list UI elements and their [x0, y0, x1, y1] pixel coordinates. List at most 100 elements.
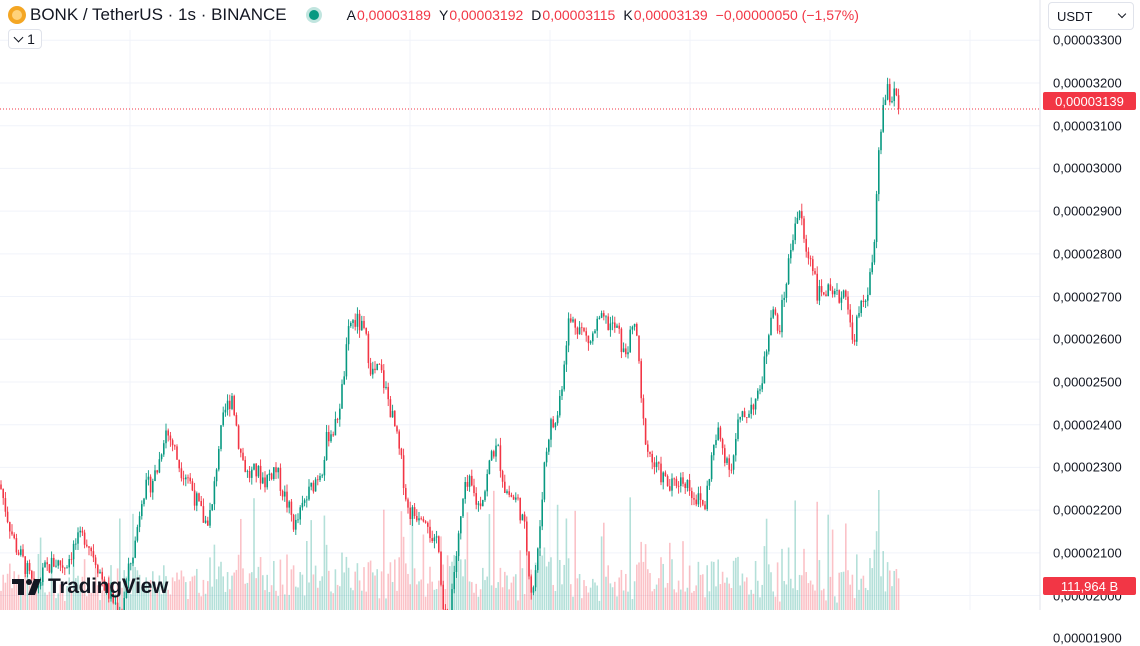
volume-bar: [486, 576, 488, 610]
candle: [495, 438, 497, 462]
candle: [422, 516, 425, 523]
volume-bar: [631, 599, 634, 610]
volume-bar: [662, 563, 664, 610]
volume-bar: [367, 562, 370, 610]
volume-bar: [759, 597, 761, 610]
candle: [244, 456, 246, 473]
volume-bar: [596, 585, 598, 610]
volume-bar: [402, 536, 405, 610]
candle: [761, 376, 763, 393]
volume-bar: [515, 574, 517, 610]
volume-bar: [609, 583, 612, 610]
candle: [330, 430, 332, 443]
candle: [11, 524, 13, 536]
volume-bar: [468, 581, 471, 610]
indicators-toggle-button[interactable]: 1: [8, 29, 42, 49]
candle: [424, 520, 427, 524]
volume-bar: [664, 587, 667, 610]
candle: [178, 459, 180, 473]
volume-bar: [713, 561, 715, 610]
volume-bar: [405, 563, 407, 610]
volume-bar: [572, 596, 574, 610]
candle: [42, 562, 44, 586]
volume-bar: [376, 569, 378, 610]
volume-bar: [154, 582, 156, 610]
candle: [721, 437, 724, 455]
volume-bar: [739, 585, 741, 610]
volume-bar: [570, 584, 572, 610]
candle: [292, 513, 295, 532]
candle: [796, 211, 799, 224]
volume-bar: [174, 581, 176, 610]
volume-bar: [262, 575, 264, 610]
candle: [633, 323, 636, 331]
candle: [642, 394, 645, 426]
tradingview-logo[interactable]: TradingView: [12, 575, 168, 599]
volume-bar: [794, 500, 796, 610]
currency-select[interactable]: USDT: [1048, 2, 1134, 30]
candle: [59, 560, 62, 572]
volume-bar: [193, 575, 196, 610]
candle: [783, 291, 785, 308]
candle: [556, 410, 559, 426]
bonk-coin-icon: [8, 6, 26, 24]
volume-bar: [805, 572, 807, 610]
candle: [257, 465, 260, 479]
candle: [152, 478, 154, 500]
candle: [88, 546, 90, 556]
volume-bar: [479, 589, 482, 610]
volume-bar: [750, 589, 752, 610]
candle: [156, 469, 158, 475]
price-chart[interactable]: [0, 0, 1140, 610]
volume-bar: [385, 598, 387, 610]
volume-bar: [787, 547, 790, 610]
candle: [180, 462, 183, 482]
candle: [46, 557, 48, 571]
volume-bar: [433, 589, 436, 610]
volume-bar: [726, 577, 728, 610]
candle: [792, 234, 794, 252]
volume-bar: [605, 576, 607, 610]
candle: [149, 474, 152, 498]
candle: [354, 313, 356, 331]
volume-bar: [257, 566, 260, 610]
volume-bar: [748, 594, 750, 610]
candle: [893, 81, 895, 107]
volume-bar: [763, 546, 766, 610]
volume-bar: [878, 490, 880, 610]
volume-bar: [600, 536, 603, 610]
volume-bar: [708, 591, 711, 610]
volume-bar: [363, 567, 365, 610]
volume-bar: [642, 561, 645, 610]
candle: [378, 363, 381, 365]
candle: [167, 428, 169, 442]
candle: [325, 424, 328, 461]
volume-bar: [629, 497, 631, 610]
volume-bar: [158, 575, 161, 610]
volume-bar: [59, 584, 62, 610]
volume-bar: [576, 578, 579, 610]
volume-bar: [484, 580, 486, 610]
volume-bar: [409, 584, 411, 610]
volume-bar: [237, 554, 240, 610]
symbol-title[interactable]: BONK / TetherUS · 1s · BINANCE: [30, 5, 287, 24]
volume-bar: [563, 564, 565, 610]
volume-bar: [70, 589, 73, 610]
volume-bar: [827, 514, 829, 610]
candle: [493, 449, 495, 459]
candle: [433, 533, 436, 549]
market-open-status-icon: [308, 10, 319, 20]
volume-bar: [603, 522, 605, 610]
candle: [477, 500, 480, 512]
candle: [202, 498, 205, 523]
candle: [662, 471, 664, 490]
price-axis-label: 0,00002100: [1053, 545, 1122, 561]
volume-bar: [550, 557, 552, 610]
volume-bar: [847, 570, 849, 610]
volume-bar: [702, 574, 704, 610]
candle: [867, 287, 869, 307]
candle: [451, 583, 453, 610]
volume-bar: [449, 566, 451, 610]
volume-bar: [512, 576, 515, 610]
volume-bar: [341, 552, 343, 610]
